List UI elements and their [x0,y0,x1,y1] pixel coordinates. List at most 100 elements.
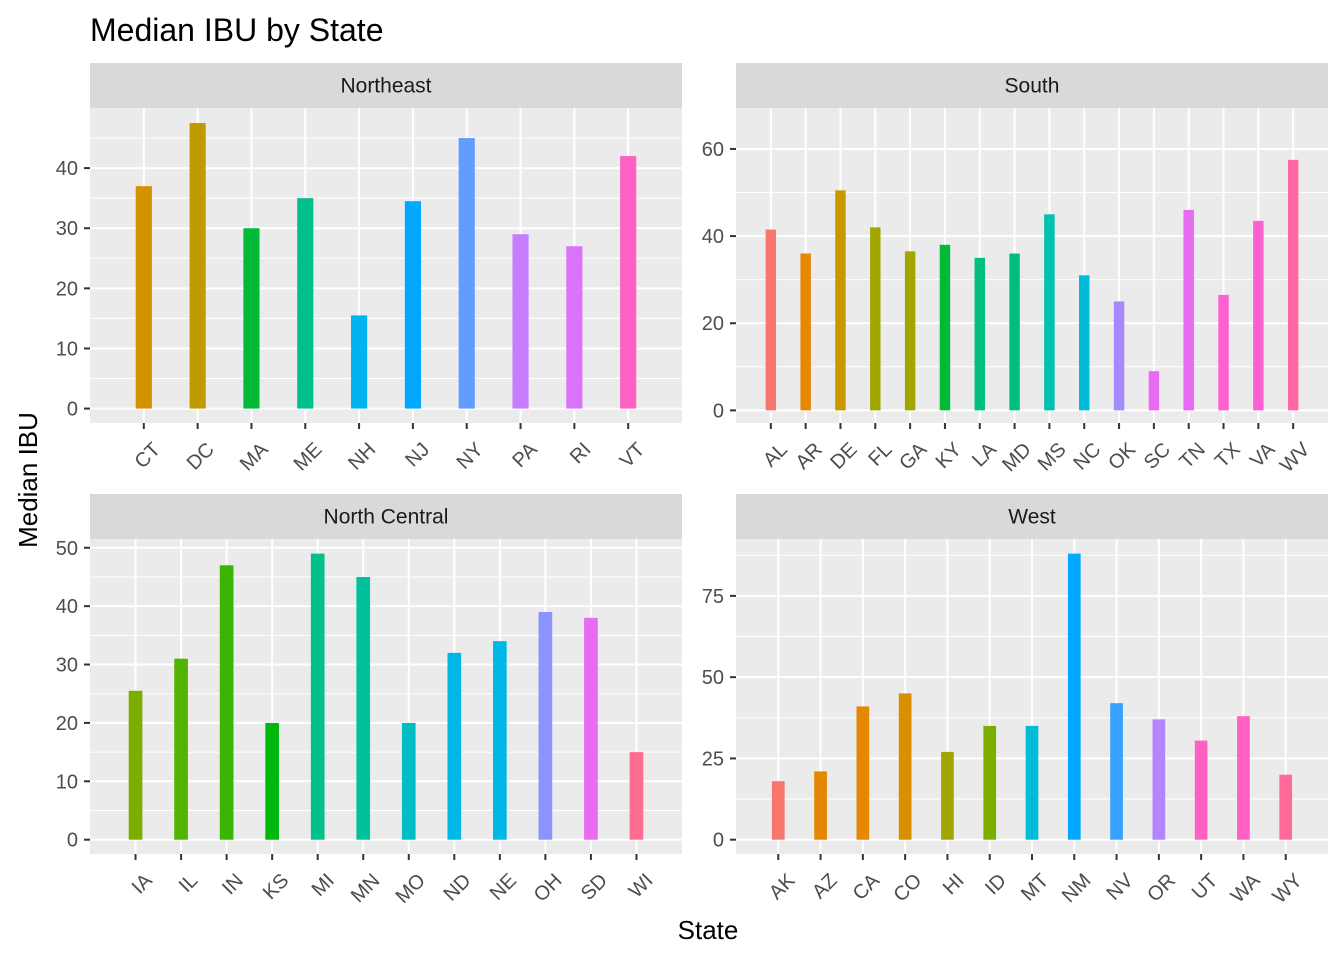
x-tick-label: OK [1104,438,1140,474]
x-tick-label: NY [453,439,488,474]
panel-background [736,108,1328,423]
x-tick-label: CT [131,439,165,473]
y-tick-label: 75 [702,586,724,608]
x-tick-label: CA [849,869,885,905]
x-tick-label: ND [439,870,475,906]
bar-wy [1279,774,1293,840]
facet-strip [736,63,1328,108]
y-tick-label: 0 [67,399,78,421]
x-tick-label: NJ [401,439,434,472]
x-tick-label: HI [939,870,969,900]
facet-strip-label: South [1005,75,1060,98]
bar-la [974,257,985,411]
x-tick-label: OH [530,870,567,907]
y-tick-label: 60 [702,139,724,161]
x-tick-label: AK [765,869,800,904]
bar-az [814,771,827,840]
x-tick-label: AL [759,439,792,472]
x-tick-label: TN [1175,439,1209,473]
facet-strip-label: North Central [324,506,449,529]
x-tick-label: MT [1017,870,1053,906]
y-tick-label: 40 [56,158,78,180]
bar-dc [189,123,206,409]
bar-tx [1218,294,1229,411]
bar-ia [128,690,143,840]
x-tick-label: DC [183,439,219,475]
y-tick-label: 50 [702,667,724,689]
bar-ky [939,244,951,411]
bar-mt [1025,725,1039,840]
bar-de [835,190,846,411]
x-tick-label: DE [826,439,861,474]
bar-mi [310,553,325,840]
bar-wi [629,752,644,840]
bar-ms [1044,214,1055,411]
x-tick-label: IL [175,870,202,897]
x-tick-label: MD [998,439,1036,477]
bar-wv [1287,159,1299,411]
x-tick-label: SD [577,870,612,905]
bar-ak [771,781,785,840]
y-tick-label: 0 [67,830,78,852]
bar-fl [870,227,881,411]
bar-mn [356,576,371,840]
bar-ar [800,253,811,411]
x-tick-label: NH [344,439,380,475]
y-tick-label: 20 [56,713,78,735]
x-tick-label: AZ [808,870,842,904]
facet-strip-label: Northeast [340,75,431,98]
bar-wa [1237,716,1250,840]
bar-sc [1148,371,1160,411]
x-tick-label: WA [1227,869,1265,907]
x-tick-label: NV [1103,869,1139,905]
x-tick-label: MA [236,438,273,475]
bar-mo [401,722,416,840]
x-tick-label: MO [392,870,430,908]
x-tick-label: KS [259,870,293,904]
bar-ma [243,228,260,409]
bar-pa [512,234,529,409]
bar-nm [1067,553,1081,840]
x-tick-label: WI [625,870,658,903]
bar-oh [538,611,553,840]
y-tick-label: 40 [56,596,78,618]
bar-nc [1079,275,1090,411]
facet-strip [90,494,682,539]
x-tick-label: GA [895,438,931,474]
x-tick-label: ID [981,870,1011,900]
bar-ny [458,138,475,409]
bar-co [898,693,912,840]
bar-in [219,565,234,840]
x-tick-label: MS [1034,439,1071,476]
x-tick-label: FL [864,439,896,471]
bar-sd [584,617,598,840]
x-tick-label: NC [1069,439,1105,475]
y-tick-label: 40 [702,226,724,248]
x-tick-label: ME [290,439,327,476]
bar-ks [265,722,279,840]
facet-panel-0: Northeast 0 10 20 30 40 CT DC MA ME NH NJ NY PA RI VT [56,63,682,475]
x-tick-label: CO [890,870,927,907]
y-tick-label: 10 [56,771,78,793]
y-tick-label: 0 [713,830,724,852]
bar-ne [493,641,507,840]
x-tick-label: LA [968,438,1001,471]
panel-background [90,539,682,854]
bar-tn [1183,209,1194,411]
x-tick-label: VA [1246,438,1280,472]
panel-background [90,108,682,423]
bar-nv [1110,703,1123,840]
x-tick-label: IA [128,869,157,898]
x-tick-label: TX [1211,439,1245,473]
x-tick-label: UT [1188,870,1222,904]
y-tick-label: 0 [713,400,724,422]
x-tick-label: OR [1143,870,1180,907]
bar-al [765,229,777,411]
x-tick-label: NE [486,870,521,905]
bar-md [1009,253,1020,411]
x-tick-label: PA [508,438,542,472]
y-tick-label: 25 [702,748,724,770]
bar-nd [447,652,462,840]
